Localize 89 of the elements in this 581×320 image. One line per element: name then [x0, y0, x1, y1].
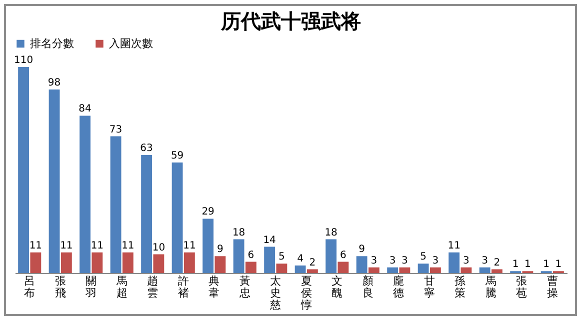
x-tick-label: 張苞: [516, 274, 528, 300]
chart-title: 历代武十强武将: [220, 11, 361, 33]
bar: [141, 155, 152, 273]
data-label: 6: [248, 250, 254, 261]
data-label: 110: [14, 55, 34, 66]
data-label: 1: [524, 259, 531, 270]
x-tick-label: 太史慈: [269, 274, 282, 312]
data-label: 98: [48, 77, 61, 88]
x-tick-label: 許褚: [178, 274, 189, 300]
bar: [172, 162, 183, 273]
bar: [110, 136, 122, 273]
data-label: 84: [78, 104, 92, 115]
data-label: 63: [140, 143, 153, 154]
data-label: 5: [278, 252, 285, 263]
x-tick-label: 文醜: [332, 274, 343, 300]
data-label: 1: [555, 259, 562, 270]
x-tick-label: 馬騰: [484, 274, 496, 300]
data-label: 2: [494, 257, 500, 268]
bar: [387, 267, 398, 273]
data-label: 3: [370, 255, 378, 266]
data-label: 18: [232, 227, 246, 238]
x-tick-label: 趙雲: [147, 274, 158, 300]
data-label: 73: [109, 124, 122, 136]
bar: [18, 67, 29, 273]
data-label: 59: [170, 150, 184, 162]
bar: [48, 89, 60, 273]
data-label: 11: [448, 240, 460, 252]
x-tick-label: 關羽: [86, 274, 97, 300]
bar: [479, 267, 490, 273]
data-label: 9: [358, 244, 365, 256]
data-label: 29: [202, 206, 214, 218]
bar: [92, 252, 103, 273]
data-label: 4: [297, 254, 304, 265]
data-label: 14: [263, 234, 276, 246]
x-tick-label: 黃忠: [238, 274, 250, 300]
legend-label: 排名分數: [30, 36, 74, 50]
data-label: 3: [402, 255, 408, 266]
x-tick-label: 呂布: [24, 274, 36, 300]
data-label: 11: [29, 240, 42, 252]
bar: [294, 266, 306, 273]
bar: [448, 252, 460, 273]
bar: [214, 256, 226, 273]
bar: [418, 264, 429, 273]
data-label: 3: [432, 255, 439, 266]
x-tick-label: 張飛: [54, 274, 66, 300]
bar: [399, 267, 410, 273]
bar: [326, 239, 337, 273]
bar: [153, 254, 164, 273]
x-tick-label: 顏良: [362, 274, 374, 300]
bar: [30, 252, 42, 273]
bar: [491, 269, 502, 273]
bar: [276, 264, 288, 273]
legend-label: 入圍次數: [109, 36, 153, 50]
data-label: 18: [324, 227, 338, 238]
data-label: 3: [463, 255, 470, 266]
bar: [245, 262, 256, 273]
data-label: 9: [217, 244, 224, 256]
data-label: 11: [90, 240, 104, 252]
bar: [80, 116, 91, 273]
bar: [184, 252, 195, 273]
x-tick-label: 典韋: [208, 274, 220, 300]
x-tick-label: 甘寧: [424, 274, 435, 300]
bar: [233, 239, 244, 273]
data-label: 2: [309, 257, 316, 268]
data-label: 11: [60, 240, 73, 252]
bar: [264, 246, 276, 273]
x-tick-label: 夏侯惇: [300, 274, 312, 312]
bar: [122, 252, 134, 273]
data-label: 5: [420, 252, 426, 263]
data-label: 6: [340, 250, 346, 261]
data-label: 11: [122, 240, 134, 252]
x-tick-label: 孫策: [454, 274, 466, 300]
bar: [306, 269, 318, 273]
data-label: 11: [183, 240, 196, 252]
bar: [460, 267, 472, 273]
data-label: 3: [482, 255, 488, 266]
data-label: 10: [152, 242, 166, 254]
x-tick-label: 馬超: [115, 274, 128, 300]
x-tick-label: 龐德: [393, 274, 404, 300]
data-label: 1: [543, 259, 550, 270]
bar: [202, 218, 214, 273]
bar: [430, 267, 441, 273]
bar: [338, 262, 349, 273]
data-label: 1: [512, 259, 519, 270]
bar: [368, 267, 380, 273]
x-tick-label: 曹操: [546, 274, 558, 300]
bar: [60, 252, 72, 273]
bar: [356, 256, 368, 273]
data-label: 3: [389, 255, 396, 266]
